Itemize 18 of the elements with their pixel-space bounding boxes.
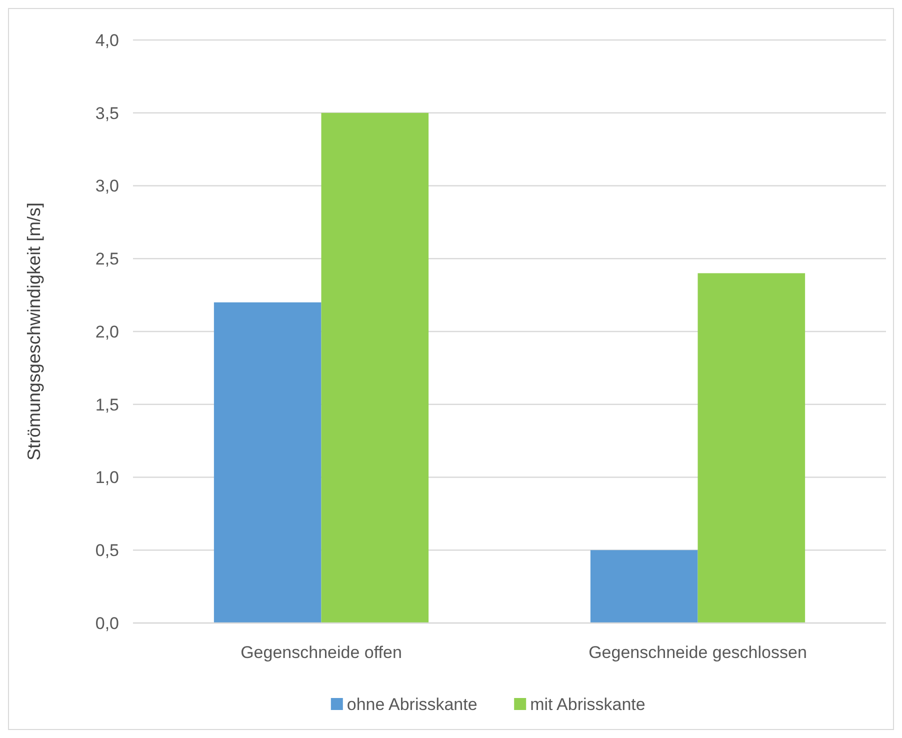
y-tick-label: 3,0 bbox=[95, 176, 119, 196]
bar bbox=[214, 302, 322, 623]
x-tick-label: Gegenschneide geschlossen bbox=[588, 643, 807, 662]
y-tick-label: 2,0 bbox=[95, 322, 119, 342]
y-tick-label: 3,5 bbox=[95, 104, 119, 123]
y-axis-title: Strömungsgeschwindigkeit [m/s] bbox=[24, 202, 44, 461]
x-tick-label: Gegenschneide offen bbox=[240, 643, 402, 662]
y-tick-label: 1,5 bbox=[95, 395, 119, 414]
bar bbox=[590, 550, 698, 623]
y-tick-label: 2,5 bbox=[95, 250, 119, 269]
bar bbox=[321, 112, 429, 623]
y-tick-label: 0,5 bbox=[95, 541, 119, 560]
y-tick-label: 1,0 bbox=[95, 468, 119, 488]
bar bbox=[698, 273, 806, 623]
legend-label: mit Abrisskante bbox=[530, 695, 646, 714]
legend-label: ohne Abrisskante bbox=[346, 695, 478, 714]
y-tick-label: 0,0 bbox=[95, 614, 119, 633]
y-tick-label: 4,0 bbox=[95, 30, 119, 50]
